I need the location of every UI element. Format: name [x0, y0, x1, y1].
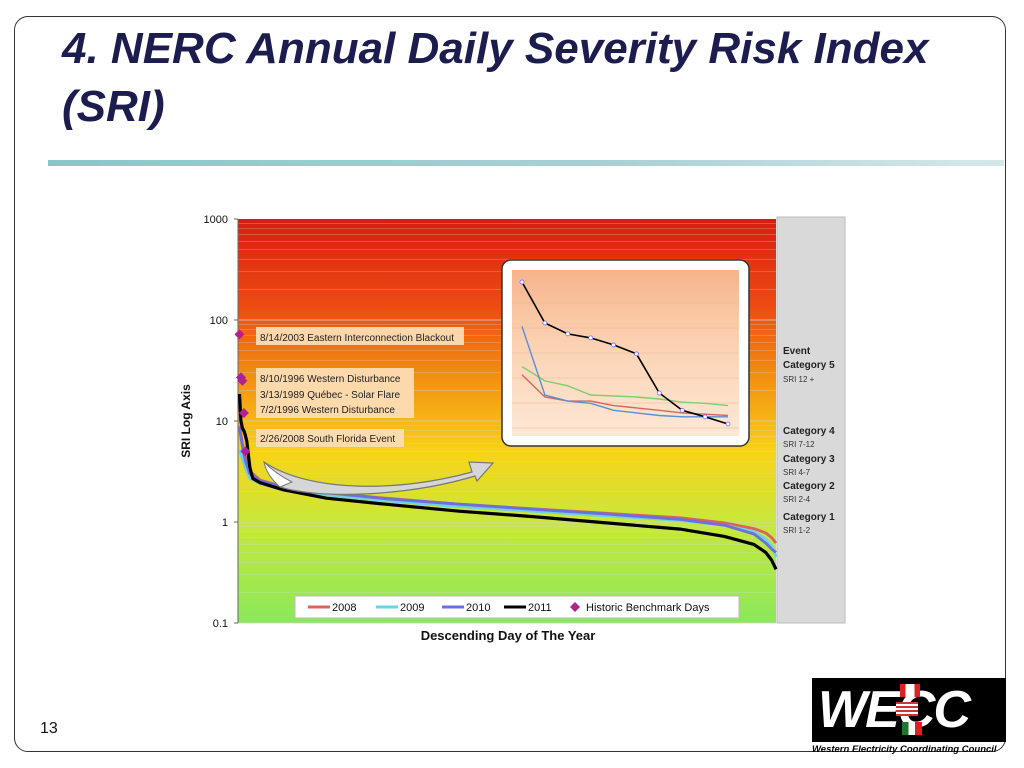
inset-line-2009	[521, 366, 729, 407]
category-5-range: SRI 12 +	[783, 375, 815, 384]
y-axis-ticks: 1000 100 10 1 0.1	[204, 214, 238, 630]
y-tick-label: 10	[216, 416, 228, 428]
category-3-title: Category 3	[783, 454, 835, 465]
series-line-2011	[237, 393, 778, 570]
category-5-title-line1: Event	[783, 346, 811, 357]
inset-point	[725, 421, 731, 427]
legend-label-2011: 2011	[528, 602, 552, 614]
category-3-range: SRI 4-7	[783, 468, 811, 477]
y-tick-label: 100	[210, 315, 228, 327]
legend-label-2009: 2009	[400, 602, 424, 614]
inset-series-lines	[519, 279, 731, 427]
category-2-title: Category 2	[783, 481, 835, 492]
benchmark-markers	[234, 329, 251, 457]
inset-point	[588, 335, 594, 341]
series-line-2010	[238, 427, 777, 554]
benchmark-marker	[240, 446, 251, 457]
page-number: 13	[40, 720, 58, 737]
inset-gridlines	[512, 277, 739, 429]
category-labels: Event Category 5 SRI 12 + Category 4 SRI…	[783, 346, 835, 535]
legend-label-2010: 2010	[466, 602, 490, 614]
inset-point	[565, 331, 571, 337]
inset-point	[679, 407, 685, 413]
benchmark-marker	[237, 375, 248, 386]
category-panel	[776, 216, 846, 624]
series-line-2009	[238, 449, 778, 558]
x-axis-label: Descending Day of The Year	[421, 628, 596, 643]
category-1-title: Category 1	[783, 512, 835, 523]
annotation-quebec: 3/13/1989 Québec - Solar Flare	[260, 390, 401, 401]
annotation-western-1996-aug: 8/10/1996 Western Disturbance	[260, 374, 401, 385]
category-4-title: Category 4	[783, 426, 835, 437]
annotation-blackout: 8/14/2003 Eastern Interconnection Blacko…	[260, 333, 454, 344]
logo-wordmark: WECC	[818, 681, 971, 739]
chart-legend: 2008 2009 2010 2011 Historic Benchmark Days	[294, 595, 740, 619]
y-tick-label: 0.1	[213, 618, 228, 630]
inset-point	[634, 351, 639, 357]
legend-label-benchmark: Historic Benchmark Days	[586, 602, 710, 614]
title-divider	[48, 160, 1004, 166]
wecc-logo: WECC Western Electricity Coordinating Co…	[812, 678, 1008, 760]
y-tick-label: 1000	[204, 214, 228, 226]
logo-caption: Western Electricity Coordinating Council	[812, 744, 997, 755]
zoom-arrow-tail	[263, 460, 294, 488]
legend-label-2008: 2008	[332, 602, 356, 614]
annotation-boxes	[256, 327, 464, 447]
series-lines	[237, 393, 778, 570]
inset-point	[611, 342, 616, 348]
y-tick-label: 1	[222, 517, 228, 529]
category-2-range: SRI 2-4	[783, 495, 811, 504]
benchmark-marker	[238, 408, 249, 419]
us-flag-icon	[896, 702, 918, 716]
category-4-range: SRI 7-12	[783, 440, 815, 449]
inset-line-2010	[521, 326, 728, 418]
benchmark-marker	[234, 329, 245, 340]
canada-flag-icon	[900, 684, 920, 697]
sri-chart: 1000 100 10 1 0.1 SRI Log Axis Descending Da…	[179, 214, 846, 643]
y-axis-label: SRI Log Axis	[179, 384, 193, 458]
zoom-arrow	[263, 461, 495, 495]
inset-point	[519, 279, 525, 285]
category-5-title-line2: Category 5	[783, 360, 835, 371]
slide-title: 4. NERC Annual Daily Severity Risk Index…	[62, 24, 929, 131]
legend-swatch-benchmark	[570, 602, 580, 612]
category-1-range: SRI 1-2	[783, 526, 811, 535]
inset-point	[702, 414, 708, 420]
annotation-south-florida: 2/26/2008 South Florida Event	[260, 434, 395, 445]
mexico-flag-icon	[902, 722, 922, 735]
inset-line-2011	[521, 281, 729, 425]
inset-point	[656, 390, 662, 396]
annotation-western-1996-jul: 7/2/1996 Western Disturbance	[260, 405, 395, 416]
inset-point	[542, 320, 548, 326]
